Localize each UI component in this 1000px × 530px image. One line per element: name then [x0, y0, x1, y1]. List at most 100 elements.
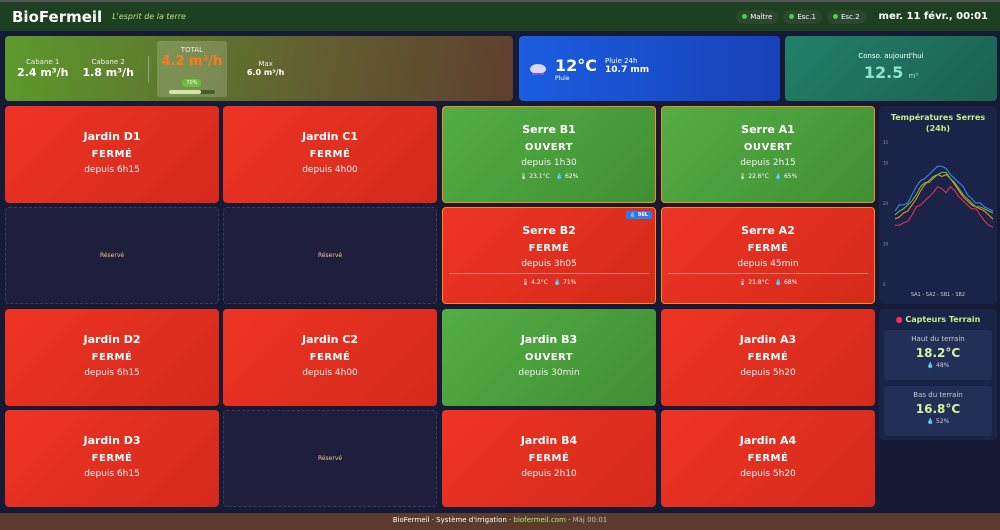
- zone-card-jardin-b3[interactable]: Jardin B3 OUVERT depuis 30min: [442, 309, 656, 406]
- footer: BioFermeil · Système d'irrigation · biof…: [0, 513, 1000, 530]
- total-value: 4.2 m³/h: [161, 53, 223, 69]
- zone-card-jardin-a4[interactable]: Jardin A4 FERMÉ depuis 5h20: [661, 410, 875, 507]
- footer-link[interactable]: biofermeil.com: [513, 516, 566, 524]
- zone-status: FERMÉ: [91, 453, 133, 464]
- zone-since: depuis 4h00: [302, 165, 358, 175]
- zone-card-serre-b2[interactable]: Serre B2 FERMÉ depuis 3h05 🌡 4.2°C 💧 71% 💧…: [442, 207, 656, 304]
- rain-label: Pluie 24h: [605, 56, 638, 65]
- zone-status: FERMÉ: [528, 453, 570, 464]
- zone-card-jardin-a3[interactable]: Jardin A3 FERMÉ depuis 5h20: [661, 309, 875, 406]
- reserved-slot[interactable]: Réservé: [223, 207, 437, 304]
- droplet-icon: 💧: [553, 279, 562, 286]
- reserved-label: Réservé: [99, 252, 125, 259]
- droplet-icon: 💧: [774, 279, 783, 286]
- badge-label: 96L: [637, 212, 648, 218]
- pill-label: Esc.2: [840, 12, 860, 21]
- reserved-label: Réservé: [317, 455, 343, 462]
- status-pill-maitre[interactable]: Maître: [736, 9, 779, 24]
- total-box: TOTAL 4.2 m³/h 70%: [156, 40, 227, 97]
- zone-name: Jardin C1: [302, 130, 358, 143]
- droplet-icon: 💧: [926, 418, 935, 425]
- zone-status: FERMÉ: [309, 149, 351, 160]
- zone-since: depuis 2h10: [521, 469, 577, 479]
- divider: [147, 55, 149, 82]
- zone-card-jardin-c2[interactable]: Jardin C2 FERMÉ depuis 4h00: [223, 309, 437, 406]
- zone-since: depuis 5h20: [740, 469, 796, 479]
- zone-since: depuis 3h05: [521, 259, 577, 269]
- sensor-hum: 48%: [936, 362, 950, 369]
- cabane1-value: 2.4 m³/h: [17, 66, 69, 79]
- zone-name: Serre A2: [741, 224, 795, 237]
- zone-since: depuis 6h15: [84, 469, 140, 479]
- zone-card-jardin-c1[interactable]: Jardin C1 FERMÉ depuis 4h00: [223, 106, 437, 203]
- footer-brand: BioFermeil: [392, 516, 430, 524]
- zone-card-serre-b1[interactable]: Serre B1 OUVERT depuis 1h30 🌡 23.1°C 💧 62…: [442, 106, 656, 203]
- sensor-card-bas: Bas du terrain 16.8°C 💧 52%: [884, 386, 992, 436]
- conso-label: Conso. aujourd'hui: [858, 52, 924, 60]
- y-tick-label: 35: [883, 140, 889, 145]
- footer-system: Système d'irrigation: [436, 516, 507, 524]
- sensor-label: Haut du terrain: [911, 335, 965, 343]
- pin-icon: ●: [895, 315, 903, 324]
- zone-hum: 65%: [783, 173, 798, 180]
- water-volume-badge: 💧 96L: [625, 211, 652, 219]
- sensor-card-haut: Haut du terrain 18.2°C 💧 48%: [884, 330, 992, 380]
- y-tick-label: 30: [883, 160, 889, 165]
- zone-status: FERMÉ: [747, 243, 789, 254]
- zone-status: FERMÉ: [747, 453, 789, 464]
- zone-card-jardin-d2[interactable]: Jardin D2 FERMÉ depuis 6h15: [5, 309, 219, 406]
- temperature-chart: 0 10 20 30 35: [883, 140, 994, 287]
- status-pill-esc2[interactable]: Esc.2: [826, 9, 866, 24]
- zone-temp: 23.1°C: [529, 173, 550, 180]
- zone-name: Jardin D1: [83, 130, 141, 143]
- cabane2-label: Cabane 2: [91, 58, 125, 66]
- zone-card-serre-a2[interactable]: Serre A2 FERMÉ depuis 45min 🌡 21.8°C 💧 68…: [661, 207, 875, 304]
- pill-label: Maître: [750, 12, 773, 21]
- weather-condition: Pluie: [555, 74, 570, 82]
- zone-hum: 68%: [783, 279, 798, 286]
- zone-card-serre-a1[interactable]: Serre A1 OUVERT depuis 2h15 🌡 22.6°C 💧 65…: [661, 106, 875, 203]
- zone-temp: 4.2°C: [531, 279, 548, 286]
- temperature-chart-panel: Températures Serres (24h) 0 10 20 30 35 SA1 …: [879, 106, 997, 304]
- conso-value: 12.5: [863, 63, 904, 82]
- zone-since: depuis 6h15: [84, 165, 140, 175]
- series-line-sb2: [895, 185, 994, 228]
- logo: BioFermeil: [12, 7, 103, 26]
- y-tick-label: 0: [883, 282, 886, 287]
- conso-panel: Conso. aujourd'hui 12.5 m³: [785, 36, 997, 101]
- zone-status: FERMÉ: [91, 352, 133, 363]
- reserved-slot[interactable]: Réservé: [5, 207, 219, 304]
- series-line-sb1: [894, 171, 994, 216]
- datetime: mer. 11 févr., 00:01: [878, 11, 988, 22]
- zone-name: Serre A1: [741, 123, 795, 136]
- zone-status: FERMÉ: [747, 352, 789, 363]
- zone-hum: 71%: [563, 279, 577, 286]
- thermometer-icon: 🌡: [738, 173, 747, 180]
- zone-since: depuis 6h15: [84, 368, 140, 378]
- zone-status: OUVERT: [524, 142, 574, 153]
- status-pill-esc1[interactable]: Esc.1: [783, 9, 822, 24]
- zone-name: Jardin A4: [739, 434, 797, 447]
- sensor-label: Bas du terrain: [913, 391, 963, 399]
- zone-card-jardin-b4[interactable]: Jardin B4 FERMÉ depuis 2h10: [442, 410, 656, 507]
- zone-temp: 22.6°C: [748, 173, 769, 180]
- weather-temp: 12°C: [555, 55, 598, 75]
- zone-name: Jardin C2: [302, 333, 358, 346]
- chart-legend: SA1 - SA2 - SB1 - SB2: [910, 292, 966, 298]
- total-progress-fill: [168, 89, 202, 94]
- zone-status: FERMÉ: [309, 352, 351, 363]
- cabane1-label: Cabane 1: [26, 58, 60, 66]
- zone-card-jardin-d1[interactable]: Jardin D1 FERMÉ depuis 6h15: [5, 106, 219, 203]
- footer-updated: Màj 00:01: [572, 516, 608, 524]
- sensor-temp: 16.8°C: [915, 402, 961, 416]
- zone-name: Serre B1: [522, 123, 576, 136]
- status-dot-icon: [742, 14, 748, 19]
- thermometer-icon: 🌡: [521, 279, 530, 286]
- series-line-sa1: [894, 165, 994, 212]
- zone-card-jardin-d3[interactable]: Jardin D3 FERMÉ depuis 6h15: [5, 410, 219, 507]
- flow-panel: Cabane 1 2.4 m³/h Cabane 2 1.8 m³/h TOTAL …: [5, 36, 513, 101]
- chart-title: Températures Serres (24h): [890, 113, 986, 133]
- zone-status: OUVERT: [743, 142, 793, 153]
- reserved-slot[interactable]: Réservé: [223, 410, 437, 507]
- zone-status: FERMÉ: [528, 243, 570, 254]
